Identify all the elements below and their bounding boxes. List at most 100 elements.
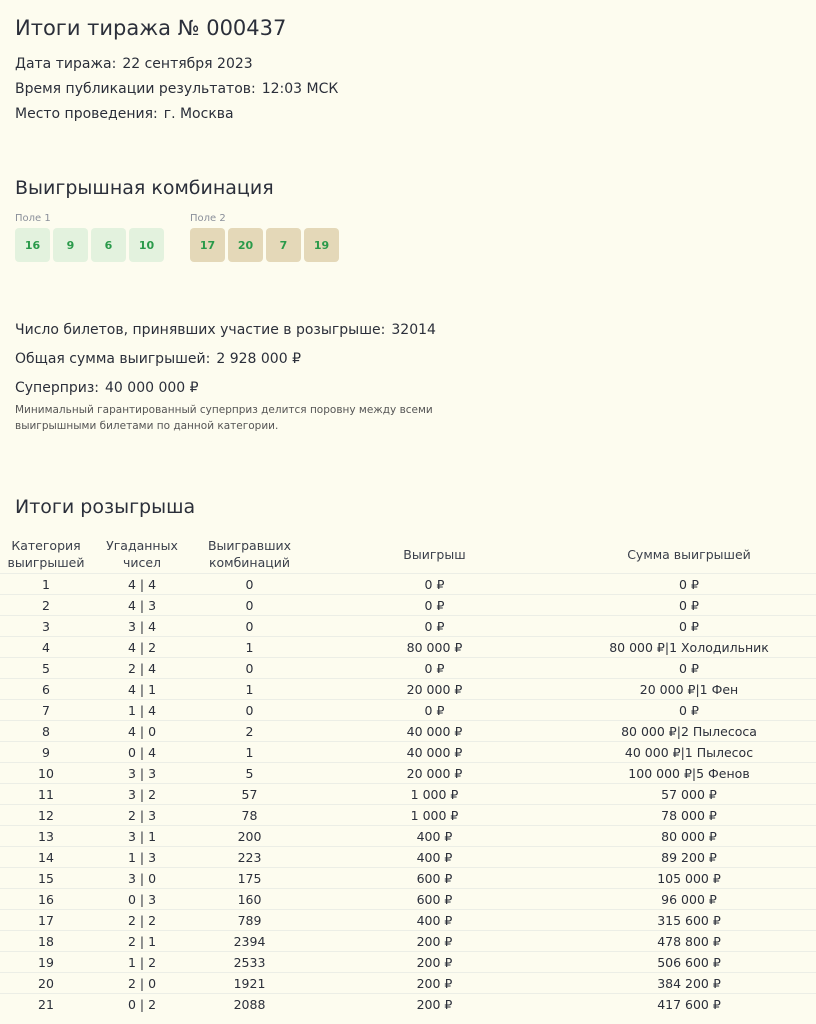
cell-prize: 400 ₽ bbox=[307, 909, 562, 931]
cell-prize: 0 ₽ bbox=[307, 657, 562, 679]
cell-winning-combos: 5 bbox=[192, 762, 307, 784]
value: 2 928 000 ₽ bbox=[216, 351, 301, 367]
cell-category: 3 bbox=[0, 615, 92, 637]
field-label: Поле 1 bbox=[15, 213, 51, 224]
cell-total: 80 000 ₽|1 Холодильник bbox=[562, 636, 816, 658]
cell-winning-combos: 1 bbox=[192, 636, 307, 658]
cell-prize: 80 000 ₽ bbox=[307, 636, 562, 658]
table-row: 21 0 | 2 2088 200 ₽417 600 ₽ bbox=[0, 993, 816, 1014]
cell-total: 478 800 ₽ bbox=[562, 930, 816, 952]
table-row: 10 3 | 3 5 20 000 ₽100 000 ₽|5 Фенов bbox=[0, 762, 816, 784]
page-title: Итоги тиража № 000437 bbox=[15, 16, 287, 40]
cell-matched: 2 | 0 bbox=[92, 972, 192, 994]
cell-matched: 3 | 4 bbox=[92, 615, 192, 637]
cell-winning-combos: 175 bbox=[192, 867, 307, 889]
label: Общая сумма выигрышей: bbox=[15, 351, 211, 367]
cell-prize: 0 ₽ bbox=[307, 594, 562, 616]
cell-total: 96 000 ₽ bbox=[562, 888, 816, 910]
draw-date: Дата тиража: 22 сентября 2023 bbox=[15, 56, 253, 72]
cell-matched: 0 | 2 bbox=[92, 993, 192, 1014]
cell-total: 89 200 ₽ bbox=[562, 846, 816, 868]
publish-time: Время публикации результатов: 12:03 МСК bbox=[15, 81, 338, 97]
cell-category: 11 bbox=[0, 783, 92, 805]
table-row: 19 1 | 2 2533 200 ₽506 600 ₽ bbox=[0, 951, 816, 973]
number-ball: 10 bbox=[129, 228, 164, 262]
cell-winning-combos: 2 bbox=[192, 720, 307, 742]
cell-winning-combos: 57 bbox=[192, 783, 307, 805]
field-1: Поле 1 16 9 6 10 bbox=[15, 213, 164, 262]
total-winnings: Общая сумма выигрышей: 2 928 000 ₽ bbox=[15, 351, 301, 367]
table-row: 18 2 | 1 2394 200 ₽478 800 ₽ bbox=[0, 930, 816, 952]
cell-winning-combos: 78 bbox=[192, 804, 307, 826]
cell-total: 506 600 ₽ bbox=[562, 951, 816, 973]
table-row: 20 2 | 0 1921 200 ₽384 200 ₽ bbox=[0, 972, 816, 994]
col-winning-combos: Выигравших комбинаций bbox=[207, 538, 292, 570]
cell-category: 8 bbox=[0, 720, 92, 742]
cell-winning-combos: 160 bbox=[192, 888, 307, 910]
cell-total: 100 000 ₽|5 Фенов bbox=[562, 762, 816, 784]
cell-matched: 2 | 1 bbox=[92, 930, 192, 952]
cell-total: 0 ₽ bbox=[562, 573, 816, 595]
number-ball: 17 bbox=[190, 228, 225, 262]
cell-matched: 3 | 0 bbox=[92, 867, 192, 889]
field-2: Поле 2 17 20 7 19 bbox=[190, 213, 339, 262]
table-row: 15 3 | 0 175 600 ₽105 000 ₽ bbox=[0, 867, 816, 889]
cell-total: 0 ₽ bbox=[562, 699, 816, 721]
number-ball: 20 bbox=[228, 228, 263, 262]
value: 12:03 МСК bbox=[261, 81, 339, 97]
cell-matched: 3 | 2 bbox=[92, 783, 192, 805]
cell-winning-combos: 0 bbox=[192, 615, 307, 637]
cell-prize: 400 ₽ bbox=[307, 846, 562, 868]
value: 22 сентября 2023 bbox=[122, 56, 253, 72]
number-ball: 6 bbox=[91, 228, 126, 262]
table-row: 13 3 | 1 200 400 ₽80 000 ₽ bbox=[0, 825, 816, 847]
cell-prize: 1 000 ₽ bbox=[307, 804, 562, 826]
cell-matched: 4 | 2 bbox=[92, 636, 192, 658]
cell-matched: 0 | 3 bbox=[92, 888, 192, 910]
cell-prize: 200 ₽ bbox=[307, 972, 562, 994]
cell-winning-combos: 1 bbox=[192, 678, 307, 700]
cell-winning-combos: 223 bbox=[192, 846, 307, 868]
cell-matched: 1 | 3 bbox=[92, 846, 192, 868]
cell-winning-combos: 2533 bbox=[192, 951, 307, 973]
cell-total: 417 600 ₽ bbox=[562, 993, 816, 1014]
cell-matched: 4 | 1 bbox=[92, 678, 192, 700]
value: 32014 bbox=[391, 322, 436, 338]
label: Дата тиража: bbox=[15, 56, 117, 72]
table-row: 16 0 | 3 160 600 ₽96 000 ₽ bbox=[0, 888, 816, 910]
cell-winning-combos: 1921 bbox=[192, 972, 307, 994]
results-table: Категория выигрышей Угаданных чисел Выиг… bbox=[0, 537, 816, 1014]
cell-winning-combos: 2394 bbox=[192, 930, 307, 952]
col-matched: Угаданных чисел bbox=[106, 538, 178, 570]
cell-matched: 2 | 2 bbox=[92, 909, 192, 931]
cell-prize: 0 ₽ bbox=[307, 699, 562, 721]
cell-category: 14 bbox=[0, 846, 92, 868]
cell-winning-combos: 1 bbox=[192, 741, 307, 763]
cell-prize: 200 ₽ bbox=[307, 930, 562, 952]
value: 40 000 000 ₽ bbox=[105, 380, 199, 396]
cell-total: 80 000 ₽ bbox=[562, 825, 816, 847]
table-row: 11 3 | 2 57 1 000 ₽57 000 ₽ bbox=[0, 783, 816, 805]
cell-total: 0 ₽ bbox=[562, 615, 816, 637]
cell-matched: 2 | 4 bbox=[92, 657, 192, 679]
cell-prize: 600 ₽ bbox=[307, 888, 562, 910]
cell-category: 20 bbox=[0, 972, 92, 994]
cell-prize: 0 ₽ bbox=[307, 615, 562, 637]
cell-total: 78 000 ₽ bbox=[562, 804, 816, 826]
cell-matched: 4 | 4 bbox=[92, 573, 192, 595]
cell-total: 384 200 ₽ bbox=[562, 972, 816, 994]
cell-category: 2 bbox=[0, 594, 92, 616]
cell-prize: 20 000 ₽ bbox=[307, 762, 562, 784]
cell-category: 6 bbox=[0, 678, 92, 700]
cell-winning-combos: 200 bbox=[192, 825, 307, 847]
cell-prize: 20 000 ₽ bbox=[307, 678, 562, 700]
cell-winning-combos: 2088 bbox=[192, 993, 307, 1014]
cell-category: 17 bbox=[0, 909, 92, 931]
cell-matched: 4 | 3 bbox=[92, 594, 192, 616]
cell-winning-combos: 0 bbox=[192, 657, 307, 679]
label: Время публикации результатов: bbox=[15, 81, 256, 97]
cell-matched: 3 | 3 bbox=[92, 762, 192, 784]
table-row: 17 2 | 2 789 400 ₽315 600 ₽ bbox=[0, 909, 816, 931]
